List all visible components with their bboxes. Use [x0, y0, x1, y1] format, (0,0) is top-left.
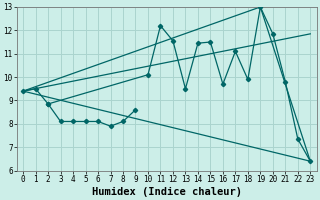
X-axis label: Humidex (Indice chaleur): Humidex (Indice chaleur): [92, 186, 242, 197]
